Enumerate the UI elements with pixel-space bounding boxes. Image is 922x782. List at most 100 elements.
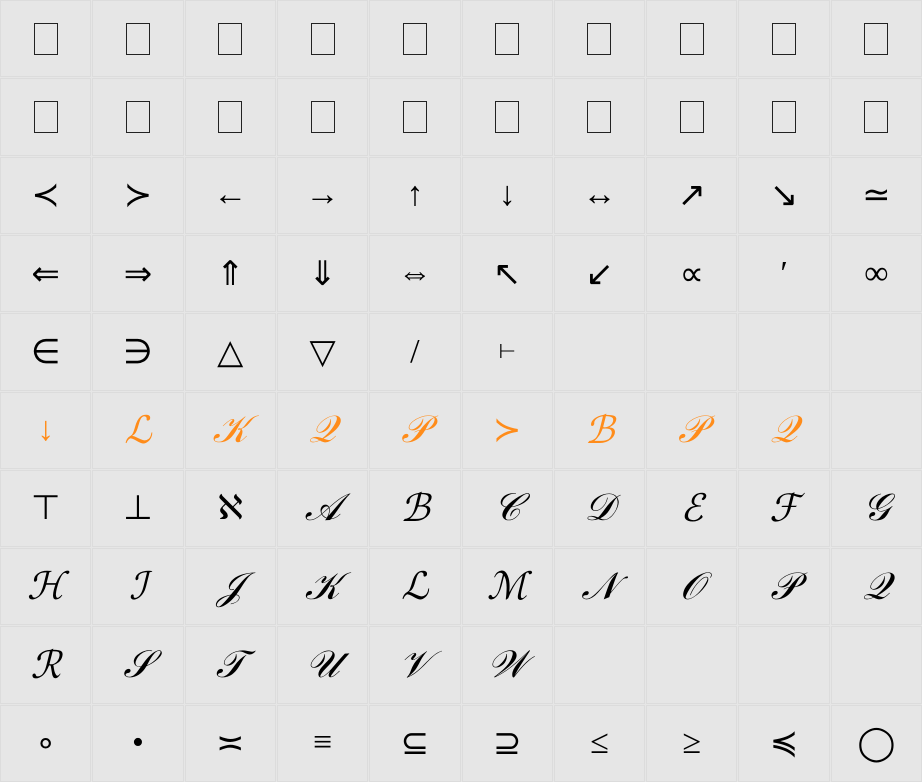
sym-swarrow[interactable]: ↙ bbox=[554, 235, 645, 312]
sym-bigcirc[interactable]: ◯ bbox=[831, 705, 922, 782]
sym-Leftarrow[interactable]: ⇐ bbox=[0, 235, 91, 312]
sym-aleph[interactable]: ℵ bbox=[185, 470, 276, 547]
glyph-1-2[interactable] bbox=[185, 78, 276, 155]
glyph-label: 𝒜 bbox=[305, 486, 341, 530]
glyph-1-6[interactable] bbox=[554, 78, 645, 155]
glyph-label: 𝒥 bbox=[217, 565, 243, 609]
sym-scr-P2[interactable]: 𝒫 bbox=[646, 392, 737, 469]
sym-cal-D[interactable]: 𝒟 bbox=[554, 470, 645, 547]
sym-scr-Q[interactable]: 𝒬 bbox=[277, 392, 368, 469]
sym-cal-Q[interactable]: 𝒬 bbox=[831, 548, 922, 625]
sym-Downarrow[interactable]: ⇓ bbox=[277, 235, 368, 312]
sym-cal-U[interactable]: 𝒰 bbox=[277, 626, 368, 703]
sym-scr-K[interactable]: 𝒦 bbox=[185, 392, 276, 469]
sym-leq[interactable]: ≤ bbox=[554, 705, 645, 782]
glyph-label: 𝒬 bbox=[309, 408, 336, 452]
sym-cal-H[interactable]: ℋ bbox=[0, 548, 91, 625]
sym-in[interactable]: ∈ bbox=[0, 313, 91, 390]
sym-cal-E[interactable]: ℰ bbox=[646, 470, 737, 547]
sym-uparrow[interactable]: ↑ bbox=[369, 157, 460, 234]
sym-subseteq[interactable]: ⊆ bbox=[369, 705, 460, 782]
sym-cal-P[interactable]: 𝒫 bbox=[738, 548, 829, 625]
glyph-label: 𝒫 bbox=[401, 408, 428, 452]
sym-searrow[interactable]: ↘ bbox=[738, 157, 829, 234]
glyph-0-0[interactable] bbox=[0, 0, 91, 77]
sym-scr-Q2[interactable]: 𝒬 bbox=[738, 392, 829, 469]
sym-bigtriangledown[interactable]: ▽ bbox=[277, 313, 368, 390]
sym-leftrightarrow[interactable]: ↔ bbox=[554, 157, 645, 234]
sym-cal-B[interactable]: ℬ bbox=[369, 470, 460, 547]
sym-cal-W[interactable]: 𝒲 bbox=[462, 626, 553, 703]
sym-cal-A[interactable]: 𝒜 bbox=[277, 470, 368, 547]
sym-nwarrow[interactable]: ↖ bbox=[462, 235, 553, 312]
sym-vdash[interactable]: ⊢ bbox=[462, 313, 553, 390]
sym-scr-P[interactable]: 𝒫 bbox=[369, 392, 460, 469]
glyph-0-6[interactable] bbox=[554, 0, 645, 77]
sym-preceq[interactable]: ≼ bbox=[738, 705, 829, 782]
sym-cal-K[interactable]: 𝒦 bbox=[277, 548, 368, 625]
sym-succ[interactable]: ≻ bbox=[92, 157, 183, 234]
sym-ni[interactable]: ∋ bbox=[92, 313, 183, 390]
sym-cal-F[interactable]: ℱ bbox=[738, 470, 829, 547]
sym-rightarrow[interactable]: → bbox=[277, 157, 368, 234]
sym-geq[interactable]: ≥ bbox=[646, 705, 737, 782]
glyph-0-8[interactable] bbox=[738, 0, 829, 77]
sym-top[interactable]: ⊤ bbox=[0, 470, 91, 547]
glyph-0-1[interactable] bbox=[92, 0, 183, 77]
sym-simeq[interactable]: ≃ bbox=[831, 157, 922, 234]
glyph-0-5[interactable] bbox=[462, 0, 553, 77]
sym-propto[interactable]: ∝ bbox=[646, 235, 737, 312]
sym-cal-N[interactable]: 𝒩 bbox=[554, 548, 645, 625]
glyph-0-4[interactable] bbox=[369, 0, 460, 77]
sym-scr-B[interactable]: ℬ bbox=[554, 392, 645, 469]
sym-prec[interactable]: ≺ bbox=[0, 157, 91, 234]
sym-scr-L[interactable]: ℒ bbox=[92, 392, 183, 469]
sym-cal-G[interactable]: 𝒢 bbox=[831, 470, 922, 547]
glyph-0-7[interactable] bbox=[646, 0, 737, 77]
glyph-label: 𝒩 bbox=[581, 565, 617, 609]
glyph-1-4[interactable] bbox=[369, 78, 460, 155]
glyph-1-9[interactable] bbox=[831, 78, 922, 155]
sym-cal-R[interactable]: ℛ bbox=[0, 626, 91, 703]
sym-slash[interactable]: / bbox=[369, 313, 460, 390]
sym-equiv[interactable]: ≡ bbox=[277, 705, 368, 782]
glyph-1-7[interactable] bbox=[646, 78, 737, 155]
sym-cal-O[interactable]: 𝒪 bbox=[646, 548, 737, 625]
sym-prime[interactable]: ′ bbox=[738, 235, 829, 312]
glyph-1-5[interactable] bbox=[462, 78, 553, 155]
sym-cal-L[interactable]: ℒ bbox=[369, 548, 460, 625]
glyph-0-2[interactable] bbox=[185, 0, 276, 77]
sym-Leftrightarrow[interactable]: ⇔ bbox=[369, 235, 460, 312]
empty-cell bbox=[831, 626, 922, 703]
sym-infty[interactable]: ∞ bbox=[831, 235, 922, 312]
sym-leftarrow[interactable]: ← bbox=[185, 157, 276, 234]
glyph-1-1[interactable] bbox=[92, 78, 183, 155]
sym-cal-S[interactable]: 𝒮 bbox=[92, 626, 183, 703]
sym-downarrow[interactable]: ↓ bbox=[462, 157, 553, 234]
glyph-1-8[interactable] bbox=[738, 78, 829, 155]
sym-Rightarrow[interactable]: ⇒ bbox=[92, 235, 183, 312]
sym-cal-T[interactable]: 𝒯 bbox=[185, 626, 276, 703]
sym-circ[interactable]: ∘ bbox=[0, 705, 91, 782]
sym-Uparrow[interactable]: ⇑ bbox=[185, 235, 276, 312]
sym-hl-downarrow[interactable]: ↓ bbox=[0, 392, 91, 469]
sym-bullet[interactable]: • bbox=[92, 705, 183, 782]
glyph-0-3[interactable] bbox=[277, 0, 368, 77]
sym-cal-M[interactable]: ℳ bbox=[462, 548, 553, 625]
sym-nearrow[interactable]: ↗ bbox=[646, 157, 737, 234]
sym-cal-I[interactable]: ℐ bbox=[92, 548, 183, 625]
sym-hl-succ[interactable]: ≻ bbox=[462, 392, 553, 469]
glyph-1-0[interactable] bbox=[0, 78, 91, 155]
sym-cal-J[interactable]: 𝒥 bbox=[185, 548, 276, 625]
glyph-0-9[interactable] bbox=[831, 0, 922, 77]
glyph-label: ≻ bbox=[124, 175, 153, 215]
sym-bigtriangleup[interactable]: △ bbox=[185, 313, 276, 390]
glyph-label: ↘ bbox=[770, 175, 799, 215]
glyph-label: ≤ bbox=[590, 724, 609, 762]
sym-cal-V[interactable]: 𝒱 bbox=[369, 626, 460, 703]
sym-cal-C[interactable]: 𝒞 bbox=[462, 470, 553, 547]
glyph-1-3[interactable] bbox=[277, 78, 368, 155]
sym-asymp[interactable]: ≍ bbox=[185, 705, 276, 782]
sym-supseteq[interactable]: ⊇ bbox=[462, 705, 553, 782]
sym-bot[interactable]: ⊥ bbox=[92, 470, 183, 547]
